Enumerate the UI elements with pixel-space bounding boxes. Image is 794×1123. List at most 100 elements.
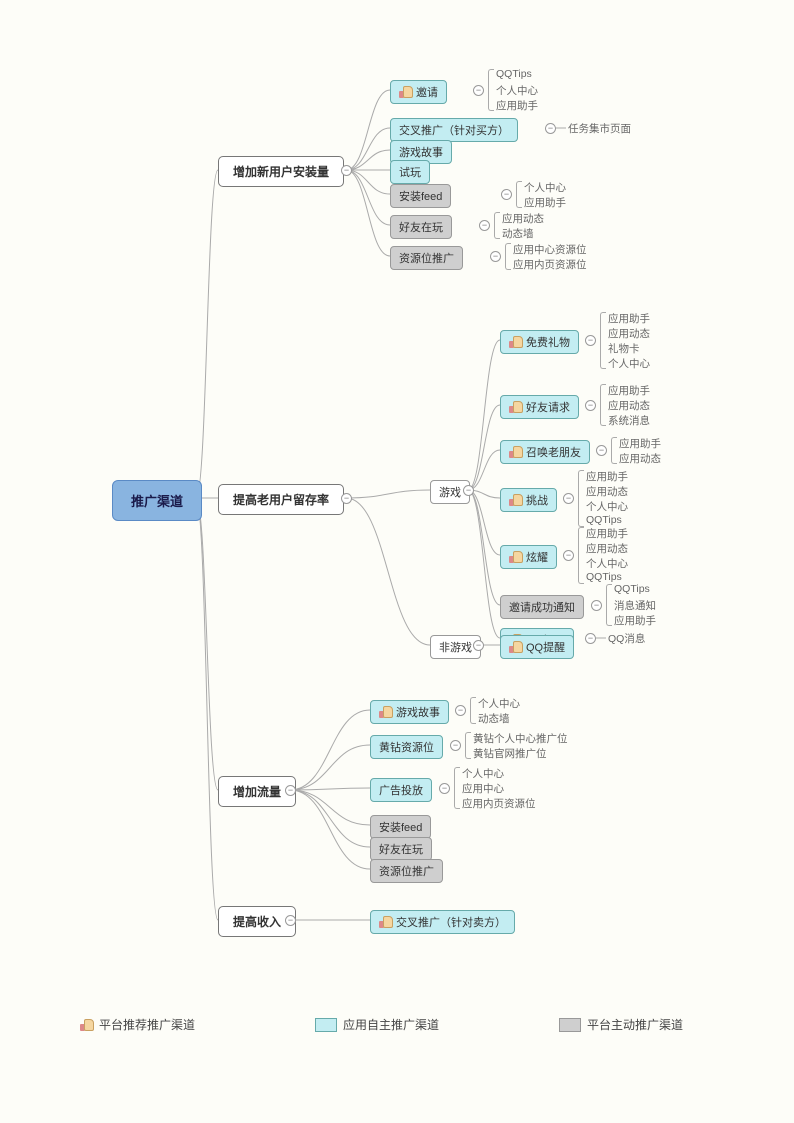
node-label: 免费礼物 [526, 334, 570, 350]
leaf-bracket [516, 181, 522, 208]
collapse-toggle[interactable]: − [455, 705, 466, 716]
legend-label: 平台推荐推广渠道 [99, 1016, 195, 1033]
node-label: 提高老用户留存率 [233, 491, 329, 508]
mindmap-node[interactable]: 安装feed [390, 184, 451, 208]
leaf-label: 应用动态 [502, 211, 544, 226]
leaf-label: 应用助手 [586, 469, 628, 484]
mindmap-node[interactable]: 好友在玩 [390, 215, 452, 239]
collapse-toggle[interactable]: − [596, 445, 607, 456]
node-label: 好友在玩 [379, 841, 423, 857]
collapse-toggle[interactable]: − [563, 550, 574, 561]
leaf-bracket [470, 697, 476, 724]
leaf-label: 应用中心资源位 [513, 242, 587, 257]
thumb-icon [509, 494, 522, 506]
leaf-bracket [600, 384, 606, 426]
mindmap-node[interactable]: 提高老用户留存率 [218, 484, 344, 515]
leaf-label: 个人中心 [496, 83, 538, 98]
node-label: 资源位推广 [379, 863, 434, 879]
leaf-label: QQ消息 [608, 631, 645, 646]
collapse-toggle[interactable]: − [463, 485, 474, 496]
leaf-label: QQTips [614, 583, 650, 595]
mindmap-node[interactable]: 挑战 [500, 488, 557, 512]
thumb-icon [80, 1019, 93, 1031]
mindmap-node[interactable]: 增加新用户安装量 [218, 156, 344, 187]
collapse-toggle[interactable]: − [439, 783, 450, 794]
leaf-bracket [578, 470, 584, 527]
mindmap-node[interactable]: 交叉推广（针对买方） [390, 118, 518, 142]
legend-item-gray: 平台主动推广渠道 [559, 1016, 683, 1033]
thumb-icon [509, 401, 522, 413]
mindmap-node[interactable]: 广告投放 [370, 778, 432, 802]
collapse-toggle[interactable]: − [563, 493, 574, 504]
collapse-toggle[interactable]: − [545, 123, 556, 134]
legend-label: 应用自主推广渠道 [343, 1016, 439, 1033]
leaf-bracket [505, 243, 511, 270]
collapse-toggle[interactable]: − [285, 915, 296, 926]
collapse-toggle[interactable]: − [591, 600, 602, 611]
leaf-bracket [606, 584, 612, 626]
node-label: 召唤老朋友 [526, 444, 581, 460]
thumb-icon [509, 446, 522, 458]
node-label: 邀请 [416, 84, 438, 100]
collapse-toggle[interactable]: − [285, 785, 296, 796]
node-label: 推广渠道 [131, 491, 183, 510]
collapse-toggle[interactable]: − [585, 335, 596, 346]
mindmap-node[interactable]: 资源位推广 [370, 859, 443, 883]
node-label: 安装feed [379, 819, 422, 835]
node-label: 好友在玩 [399, 219, 443, 235]
mindmap-node[interactable]: 黄钻资源位 [370, 735, 443, 759]
collapse-toggle[interactable]: − [585, 400, 596, 411]
leaf-label: QQTips [586, 571, 622, 583]
collapse-toggle[interactable]: − [479, 220, 490, 231]
node-label: 游戏故事 [396, 704, 440, 720]
collapse-toggle[interactable]: − [501, 189, 512, 200]
mindmap-node[interactable]: 推广渠道 [112, 480, 202, 521]
collapse-toggle[interactable]: − [341, 493, 352, 504]
leaf-bracket [611, 437, 617, 464]
leaf-label: 系统消息 [608, 413, 650, 428]
thumb-icon [379, 706, 392, 718]
thumb-icon [509, 641, 522, 653]
leaf-label: 应用助手 [608, 383, 650, 398]
collapse-toggle[interactable]: − [490, 251, 501, 262]
thumb-icon [509, 551, 522, 563]
collapse-toggle[interactable]: − [341, 165, 352, 176]
mindmap-node[interactable]: 游戏故事 [370, 700, 449, 724]
leaf-label: 动态墙 [502, 226, 534, 241]
collapse-toggle[interactable]: − [473, 85, 484, 96]
node-label: 游戏 [439, 484, 461, 500]
mindmap-node[interactable]: 安装feed [370, 815, 431, 839]
node-label: 非游戏 [439, 639, 472, 655]
mindmap-node[interactable]: QQ提醒 [500, 635, 574, 659]
mindmap-node[interactable]: 试玩 [390, 160, 430, 184]
collapse-toggle[interactable]: − [450, 740, 461, 751]
leaf-label: 应用助手 [608, 311, 650, 326]
mindmap-node[interactable]: 好友在玩 [370, 837, 432, 861]
mindmap-node[interactable]: 交叉推广（针对卖方） [370, 910, 515, 934]
collapse-toggle[interactable]: − [585, 633, 596, 644]
mindmap-node[interactable]: 炫耀 [500, 545, 557, 569]
leaf-label: 个人中心 [462, 766, 504, 781]
leaf-label: 应用助手 [496, 98, 538, 113]
mindmap-node[interactable]: 好友请求 [500, 395, 579, 419]
collapse-toggle[interactable]: − [473, 640, 484, 651]
node-label: 黄钻资源位 [379, 739, 434, 755]
leaf-label: 个人中心 [586, 556, 628, 571]
mindmap-node[interactable]: 邀请 [390, 80, 447, 104]
mindmap-node[interactable]: 召唤老朋友 [500, 440, 590, 464]
legend-item-cyan: 应用自主推广渠道 [315, 1016, 439, 1033]
mindmap-node[interactable]: 邀请成功通知 [500, 595, 584, 619]
leaf-label: 应用中心 [462, 781, 504, 796]
leaf-label: 应用内页资源位 [513, 257, 587, 272]
mindmap-node[interactable]: 免费礼物 [500, 330, 579, 354]
mindmap-canvas: 推广渠道增加新用户安装量−邀请−QQTips个人中心应用助手交叉推广（针对买方）… [0, 0, 794, 1000]
leaf-label: QQTips [496, 68, 532, 80]
leaf-label: 应用动态 [608, 326, 650, 341]
leaf-label: 应用助手 [586, 526, 628, 541]
swatch-cyan [315, 1018, 337, 1032]
node-label: 增加新用户安装量 [233, 163, 329, 180]
leaf-label: 应用助手 [524, 195, 566, 210]
mindmap-node[interactable]: 资源位推广 [390, 246, 463, 270]
thumb-icon [379, 916, 392, 928]
leaf-label: 个人中心 [608, 356, 650, 371]
